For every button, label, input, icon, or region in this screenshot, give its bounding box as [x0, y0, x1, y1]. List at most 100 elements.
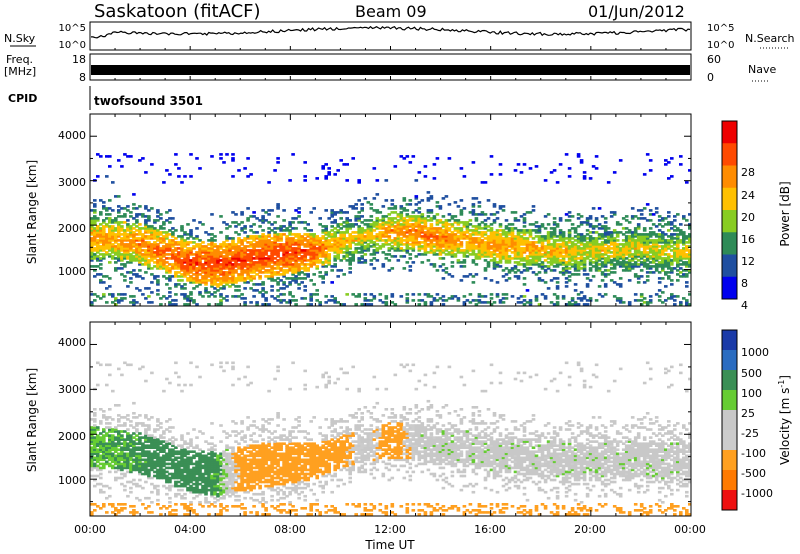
power-cell	[378, 245, 383, 248]
power-cell	[345, 163, 349, 166]
power-cell	[645, 301, 650, 304]
power-cell	[543, 295, 548, 298]
power-cell	[243, 287, 247, 290]
power-cell	[417, 233, 422, 236]
power-cell	[399, 239, 404, 242]
power-cell	[255, 261, 259, 264]
power-cell	[303, 239, 307, 242]
power-cell	[642, 241, 647, 244]
power-cell	[285, 263, 289, 266]
power-cell	[258, 241, 262, 244]
power-cell	[366, 219, 371, 222]
power-cell	[201, 263, 205, 266]
power-cell	[150, 273, 154, 276]
power-cell	[288, 263, 292, 266]
power-cell	[264, 269, 268, 272]
power-cell	[222, 267, 226, 270]
power-cell	[549, 231, 554, 234]
power-cell	[480, 233, 485, 236]
power-cell	[138, 249, 142, 252]
power-cell	[135, 301, 139, 304]
freq-label: Freq.	[6, 53, 33, 66]
power-cell	[174, 275, 178, 278]
power-cell	[273, 239, 277, 242]
power-cell	[513, 243, 518, 246]
velocity-cell	[117, 464, 121, 468]
power-cell	[312, 243, 316, 246]
velocity-cell	[150, 446, 154, 450]
power-cell	[576, 267, 581, 270]
power-cell	[366, 233, 371, 236]
power-cell	[552, 217, 557, 220]
power-cell	[667, 277, 671, 280]
power-cell	[688, 233, 691, 236]
power-cell	[168, 253, 172, 256]
power-cell	[342, 251, 346, 254]
power-cell	[426, 293, 431, 296]
power-cell	[372, 257, 377, 260]
velocity-cell	[120, 472, 124, 476]
power-cell	[147, 219, 151, 222]
power-cell	[255, 245, 259, 248]
velocity-cell	[123, 440, 127, 443]
power-cell	[270, 275, 274, 278]
power-cell	[363, 239, 368, 242]
power-cell	[603, 229, 608, 232]
power-cell	[231, 271, 235, 274]
power-cell	[477, 213, 482, 216]
velocity-cell	[138, 438, 142, 441]
power-cell	[441, 241, 446, 244]
power-cell	[450, 251, 455, 254]
power-cell	[426, 235, 431, 238]
power-cell	[261, 221, 265, 224]
power-cell	[688, 235, 691, 238]
power-cell	[288, 291, 292, 294]
power-cell	[522, 277, 527, 280]
power-cell	[129, 211, 133, 214]
power-cell	[213, 263, 217, 266]
power-cell	[432, 249, 437, 252]
power-cell	[249, 215, 253, 218]
power-cell	[522, 249, 527, 252]
power-cell	[240, 213, 244, 216]
power-cell	[670, 283, 674, 286]
power-cell	[408, 265, 413, 268]
power-cell	[393, 241, 398, 244]
power-cell	[670, 157, 674, 160]
power-cell	[438, 237, 443, 240]
power-cell	[471, 251, 476, 254]
power-cell	[519, 229, 524, 232]
power-cell	[510, 229, 515, 232]
power-cell	[135, 251, 139, 254]
power-cell	[411, 215, 416, 218]
power-cell	[633, 247, 638, 250]
velocity-cell	[93, 448, 97, 452]
power-cell	[96, 175, 100, 178]
power-cell	[462, 223, 467, 226]
power-cell	[264, 257, 268, 260]
power-cell	[180, 245, 184, 248]
power-cell	[492, 221, 497, 224]
power-cell	[504, 225, 509, 228]
power-cell	[168, 277, 172, 280]
velocity-cell	[147, 434, 151, 437]
power-cell	[570, 273, 575, 276]
power-cell	[234, 251, 238, 254]
power-cell	[300, 241, 304, 244]
power-cell	[135, 275, 139, 278]
power-cell	[300, 239, 304, 242]
power-cell	[333, 237, 337, 240]
power-cell	[291, 279, 295, 282]
power-cell	[234, 285, 238, 288]
power-cell	[258, 239, 262, 242]
power-cell	[685, 253, 689, 256]
power-cell	[114, 269, 118, 272]
power-cell	[300, 297, 304, 300]
power-cell	[375, 247, 380, 250]
velocity-cell	[144, 454, 148, 458]
power-cell	[177, 255, 181, 258]
power-cell	[363, 253, 368, 256]
power-cell	[594, 267, 599, 270]
power-cell	[117, 235, 121, 238]
power-cell	[570, 259, 575, 262]
